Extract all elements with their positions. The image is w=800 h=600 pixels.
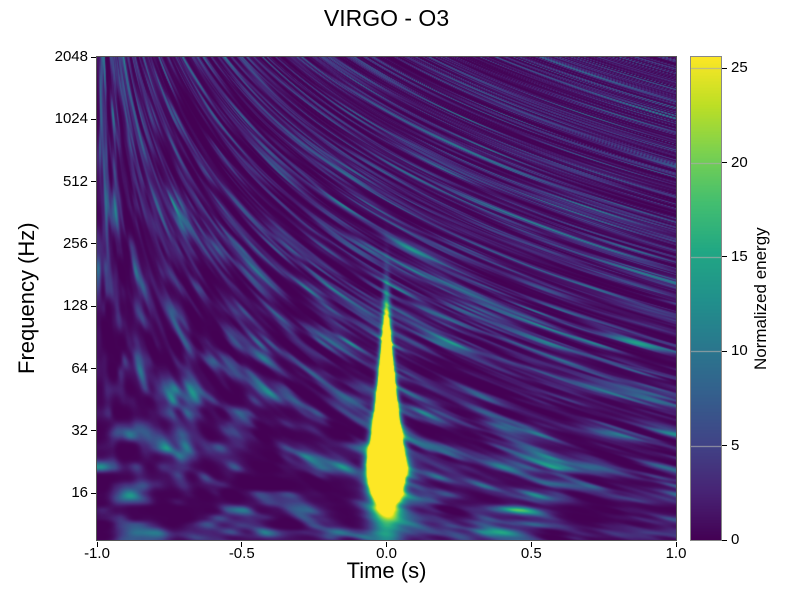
colorbar-tick-label: 10: [731, 342, 748, 360]
x-tick-mark: [675, 542, 677, 547]
y-tick-label: 32: [71, 421, 88, 439]
y-tick-mark: [91, 305, 96, 307]
x-tick-label: -1.0: [84, 545, 110, 562]
x-tick-mark: [530, 542, 532, 547]
x-tick-label: 0.0: [376, 545, 397, 562]
colorbar-tick-mark: [722, 256, 727, 258]
colorbar-tick-mark: [722, 162, 727, 164]
colorbar-frame: [690, 56, 722, 541]
x-tick-label: -0.5: [228, 545, 255, 562]
colorbar-tick-label: 25: [731, 59, 748, 77]
y-tick-mark: [91, 118, 96, 120]
plot-title: VIRGO - O3: [323, 5, 450, 31]
y-tick-label: 2048: [54, 48, 88, 65]
y-tick-mark: [91, 243, 96, 245]
y-tick-mark: [91, 430, 96, 432]
x-tick-mark: [386, 542, 387, 547]
y-tick-mark: [91, 492, 96, 494]
spectrogram-heatmap: [97, 57, 676, 540]
y-tick-label: 64: [71, 359, 88, 377]
y-tick-mark: [91, 56, 96, 58]
y-tick-label: 256: [62, 234, 88, 252]
colorbar-tick-label: 20: [731, 153, 748, 171]
x-tick-label: 1.0: [665, 545, 687, 562]
y-tick-label: 1024: [54, 110, 88, 128]
x-tick-mark: [96, 542, 98, 547]
colorbar-tick-mark: [722, 539, 727, 541]
x-axis-label: Time (s): [346, 558, 427, 583]
colorbar-label: Normalized energy: [751, 227, 770, 370]
y-tick-label: 512: [62, 172, 88, 190]
y-tick-mark: [91, 181, 96, 183]
colorbar-gradient: [691, 57, 721, 540]
y-tick-mark: [91, 368, 96, 370]
colorbar-tick-label: 5: [731, 436, 740, 454]
x-tick-mark: [241, 542, 243, 547]
colorbar-tick-mark: [722, 445, 727, 447]
plot-frame: [96, 56, 677, 541]
colorbar-tick-label: 15: [731, 247, 748, 265]
colorbar-tick-mark: [722, 67, 727, 69]
x-tick-label: 0.5: [520, 545, 542, 562]
colorbar-tick-mark: [722, 350, 727, 352]
y-tick-label: 16: [71, 484, 88, 502]
colorbar-tick-label: 0: [731, 531, 740, 548]
y-tick-label: 128: [62, 297, 88, 315]
